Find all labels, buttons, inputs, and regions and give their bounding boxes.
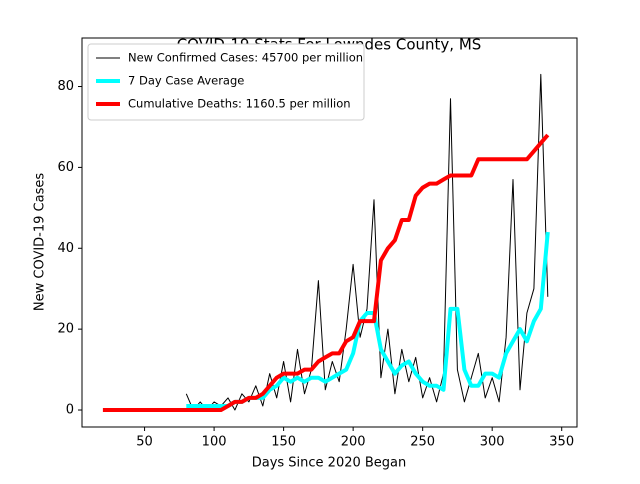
legend-box [87,43,365,121]
legend-label: Cumulative Deaths: 1160.5 per million [128,97,351,111]
x-tick-label: 250 [410,435,435,450]
y-axis-label: New COVID-19 Cases [33,173,48,311]
x-axis-label: Days Since 2020 Began [252,456,407,471]
y-tick-label: 20 [57,322,74,337]
x-tick-label: 150 [271,435,296,450]
x-tick-label: 50 [136,435,153,450]
y-tick-label: 60 [57,160,74,175]
x-tick-label: 100 [202,435,227,450]
x-tick-label: 300 [480,435,505,450]
legend-label: 7 Day Case Average [128,74,244,88]
y-tick-label: 80 [57,79,74,94]
series-line [102,133,550,412]
y-tick-label: 0 [66,403,74,418]
y-tick-label: 40 [57,241,74,256]
x-tick-label: 200 [341,435,366,450]
legend-label: New Confirmed Cases: 45700 per million [128,51,363,65]
plot-frame [81,37,578,428]
x-tick-label: 350 [549,435,574,450]
